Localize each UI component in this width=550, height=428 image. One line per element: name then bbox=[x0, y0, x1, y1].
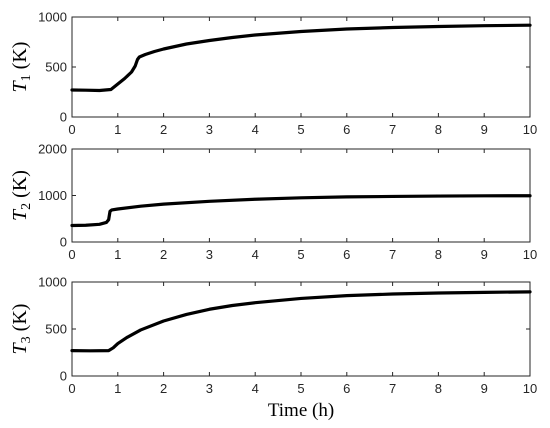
series-line-T1 bbox=[70, 23, 532, 93]
x-tick-label: 1 bbox=[114, 122, 121, 137]
y-tick-label: 2000 bbox=[38, 142, 67, 157]
y-tick-label: 0 bbox=[60, 369, 67, 384]
x-tick-label: 2 bbox=[160, 381, 167, 396]
x-tick-label: 0 bbox=[68, 247, 75, 262]
y-axis-label: T3 (K) bbox=[9, 304, 34, 355]
x-tick-label: 8 bbox=[435, 381, 442, 396]
x-tick-label: 8 bbox=[435, 122, 442, 137]
y-tick-label: 1000 bbox=[38, 10, 67, 25]
x-tick-label: 3 bbox=[206, 247, 213, 262]
x-tick-label: 7 bbox=[389, 381, 396, 396]
y-tick-label: 500 bbox=[45, 322, 67, 337]
y-tick-label: 1000 bbox=[38, 275, 67, 290]
x-tick-label: 10 bbox=[523, 381, 537, 396]
x-tick-label: 0 bbox=[68, 122, 75, 137]
y-tick-label: 1000 bbox=[38, 188, 67, 203]
x-axis-label: Time (h) bbox=[268, 400, 334, 421]
x-tick-label: 7 bbox=[389, 122, 396, 137]
series-line-T3 bbox=[70, 290, 532, 353]
x-tick-label: 1 bbox=[114, 381, 121, 396]
x-tick-label: 2 bbox=[160, 247, 167, 262]
x-tick-label: 6 bbox=[343, 381, 350, 396]
x-tick-label: 6 bbox=[343, 122, 350, 137]
subplot-3: 0 1 2 3 4 5 6 7 8 9 10 0 500 1000 T3 (K) Time (h) bbox=[9, 275, 537, 422]
x-tick-label: 8 bbox=[435, 247, 442, 262]
x-tick-label: 5 bbox=[297, 381, 304, 396]
x-tick-label: 4 bbox=[252, 247, 259, 262]
x-tick-label: 4 bbox=[252, 122, 259, 137]
x-tick-label: 10 bbox=[523, 247, 537, 262]
x-tick-label: 6 bbox=[343, 247, 350, 262]
x-tick-label: 3 bbox=[206, 381, 213, 396]
x-tick-label: 9 bbox=[481, 247, 488, 262]
x-tick-label: 0 bbox=[68, 381, 75, 396]
y-axis-label: T1 (K) bbox=[9, 42, 34, 93]
x-tick-label: 7 bbox=[389, 247, 396, 262]
x-tick-label: 2 bbox=[160, 122, 167, 137]
x-tick-label: 5 bbox=[297, 122, 304, 137]
x-tick-label: 3 bbox=[206, 122, 213, 137]
x-tick-label: 9 bbox=[481, 122, 488, 137]
series-line-T2 bbox=[70, 194, 532, 228]
y-tick-label: 0 bbox=[60, 235, 67, 250]
y-tick-label: 500 bbox=[45, 60, 67, 75]
y-axis-label: T2 (K) bbox=[9, 170, 34, 221]
x-tick-label: 4 bbox=[252, 381, 259, 396]
subplot-2: 0 1 2 3 4 5 6 7 8 9 10 0 1000 2000 T2 (K) bbox=[9, 142, 537, 263]
x-tick-label: 10 bbox=[523, 122, 537, 137]
subplot-1: 0 1 2 3 4 5 6 7 8 9 10 0 500 1000 T1 (K) bbox=[9, 10, 537, 138]
y-tick-label: 0 bbox=[60, 110, 67, 125]
x-tick-label: 1 bbox=[114, 247, 121, 262]
x-tick-label: 5 bbox=[297, 247, 304, 262]
x-tick-label: 9 bbox=[481, 381, 488, 396]
